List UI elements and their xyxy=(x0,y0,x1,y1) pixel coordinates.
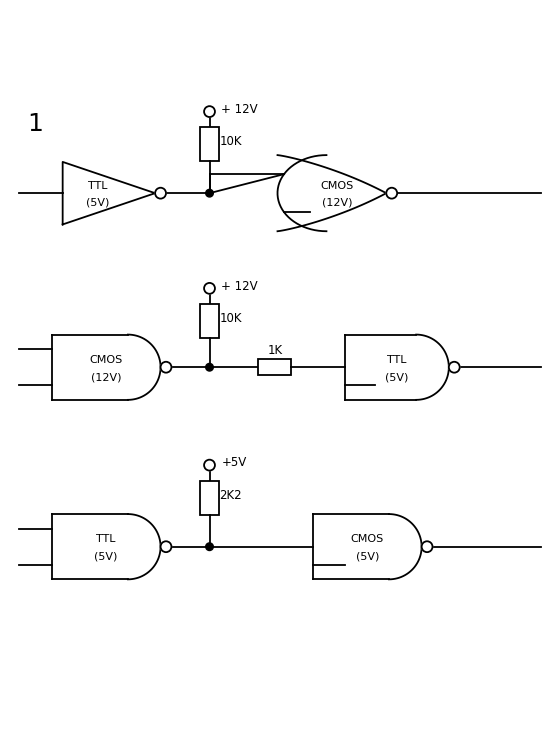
Circle shape xyxy=(206,190,213,197)
Text: TTL: TTL xyxy=(387,354,407,364)
Text: 10K: 10K xyxy=(219,135,242,148)
Text: (5V): (5V) xyxy=(87,198,110,208)
Bar xyxy=(200,481,219,515)
Text: TTL: TTL xyxy=(88,181,108,191)
Circle shape xyxy=(155,188,166,198)
Circle shape xyxy=(449,362,460,373)
Circle shape xyxy=(206,364,213,371)
Circle shape xyxy=(160,362,171,373)
Text: CMOS: CMOS xyxy=(351,534,384,544)
Text: + 12V: + 12V xyxy=(221,280,258,292)
Text: + 12V: + 12V xyxy=(221,103,258,116)
Bar xyxy=(200,128,219,161)
Text: CMOS: CMOS xyxy=(89,354,123,364)
Circle shape xyxy=(206,543,213,550)
Text: +5V: +5V xyxy=(221,456,247,469)
Text: TTL: TTL xyxy=(97,534,116,544)
Text: 2K2: 2K2 xyxy=(219,488,242,502)
Circle shape xyxy=(386,188,397,198)
Text: (5V): (5V) xyxy=(386,372,409,382)
Text: (5V): (5V) xyxy=(94,552,118,561)
Text: (12V): (12V) xyxy=(91,372,122,382)
Circle shape xyxy=(422,541,432,552)
Circle shape xyxy=(204,106,215,117)
Circle shape xyxy=(204,283,215,294)
Text: 1K: 1K xyxy=(267,344,282,357)
Text: 10K: 10K xyxy=(219,312,242,324)
Text: CMOS: CMOS xyxy=(321,181,354,191)
Text: (5V): (5V) xyxy=(356,552,379,561)
Bar xyxy=(259,359,291,375)
Circle shape xyxy=(160,541,171,552)
Text: (12V): (12V) xyxy=(322,198,352,208)
Circle shape xyxy=(204,460,215,470)
Bar xyxy=(200,304,219,338)
Text: 1: 1 xyxy=(27,112,43,136)
